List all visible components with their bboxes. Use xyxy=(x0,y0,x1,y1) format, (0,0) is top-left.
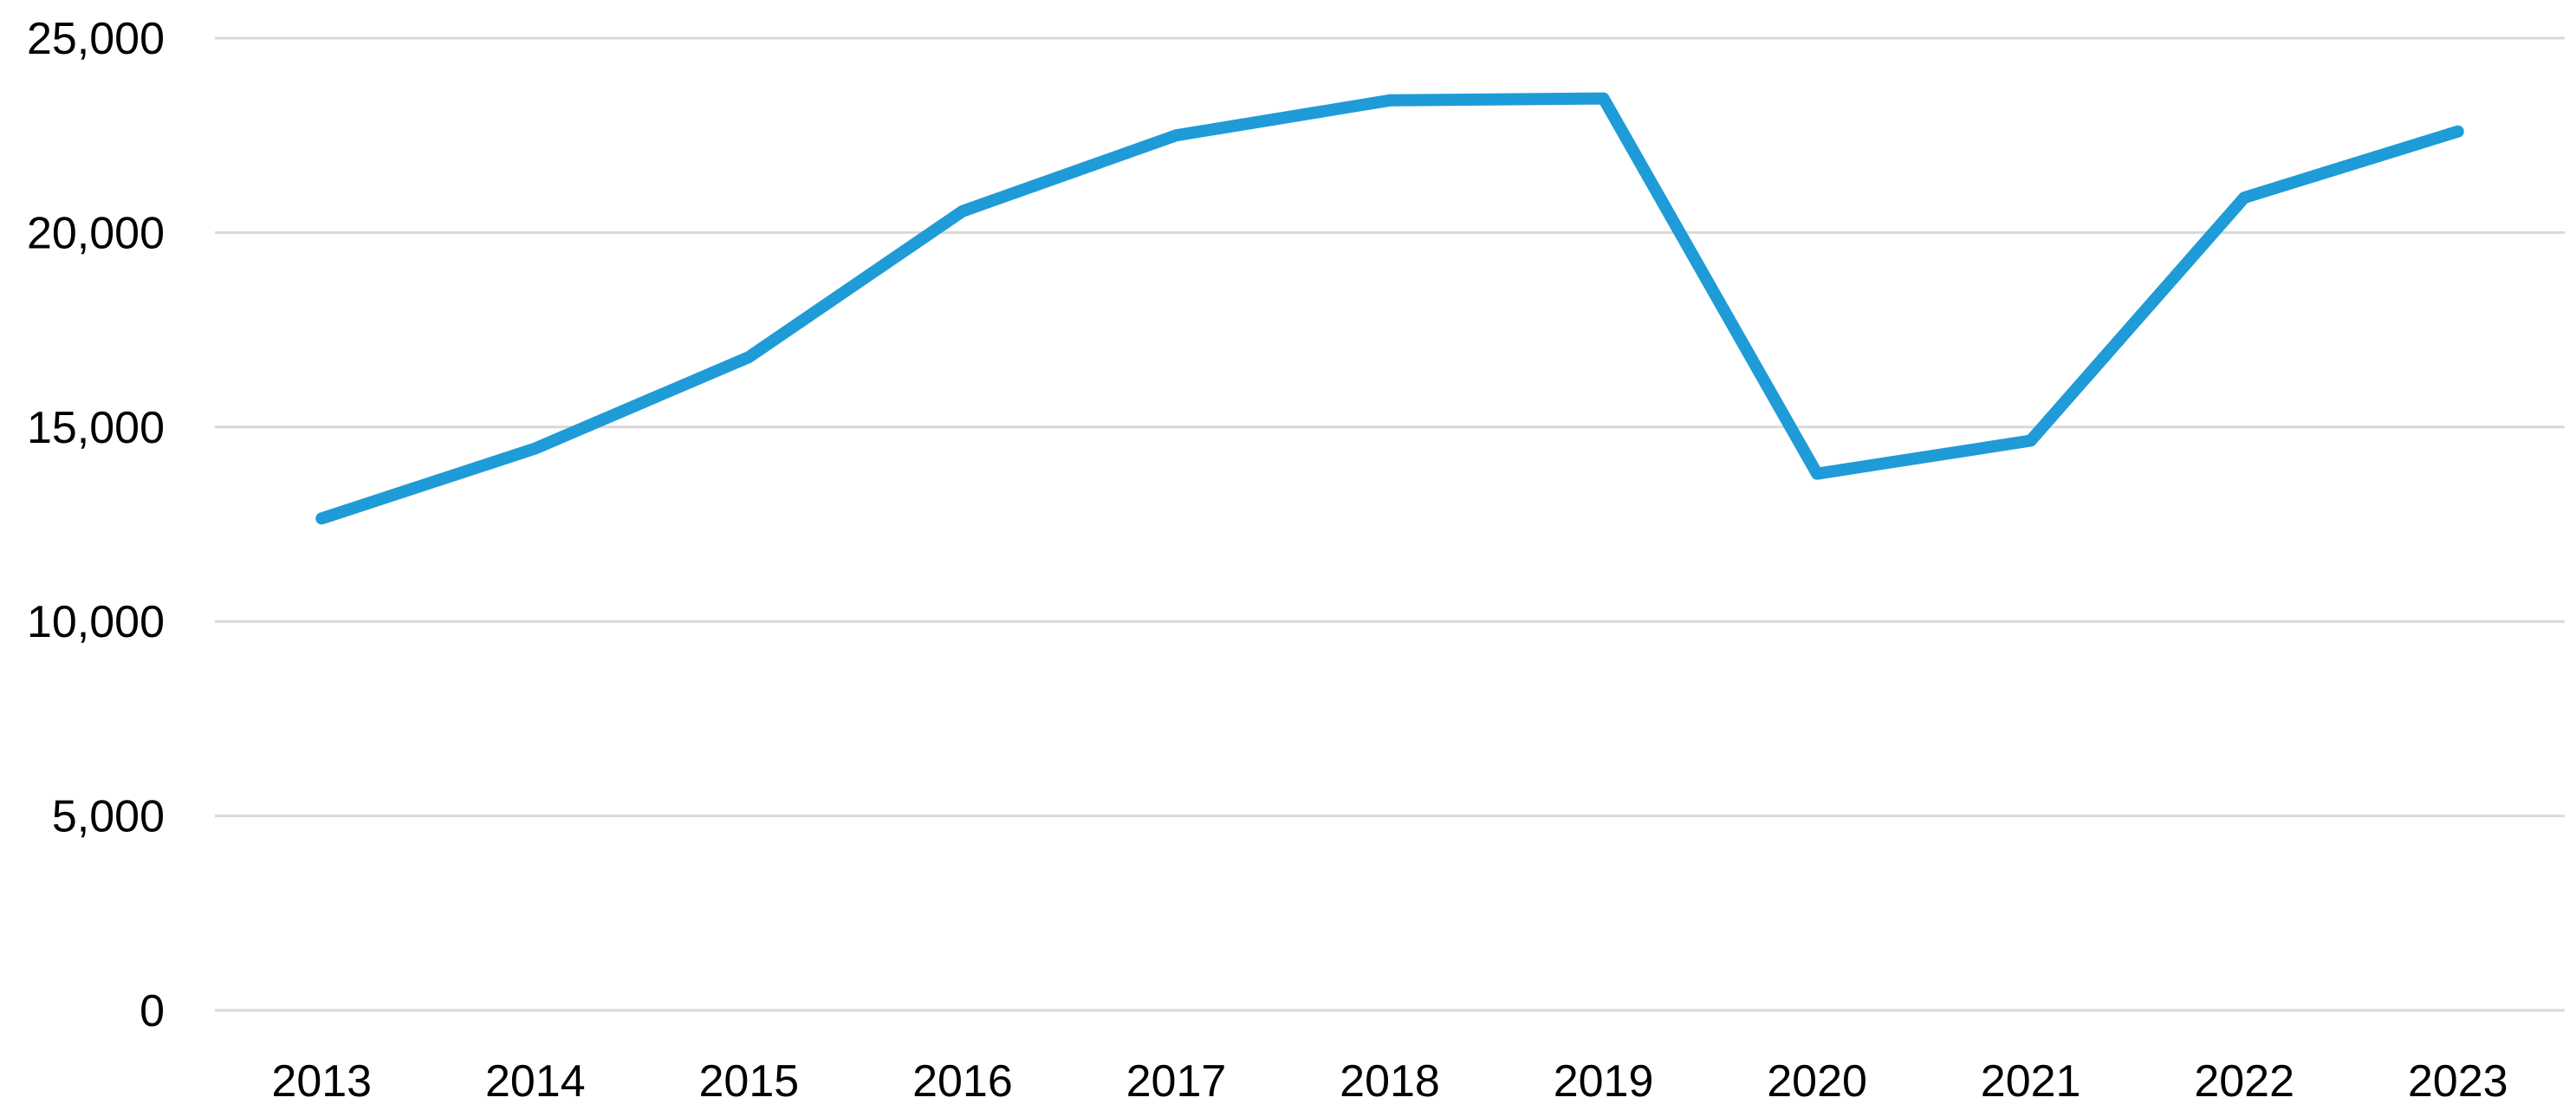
x-tick-label: 2014 xyxy=(485,1056,586,1107)
x-tick-label: 2017 xyxy=(1126,1056,1227,1107)
x-tick-label: 2015 xyxy=(699,1056,800,1107)
x-tick-label: 2023 xyxy=(2408,1056,2508,1107)
y-tick-label: 15,000 xyxy=(27,403,165,453)
y-tick-label: 25,000 xyxy=(27,14,165,64)
x-tick-label: 2021 xyxy=(1981,1056,2081,1107)
y-tick-label: 5,000 xyxy=(52,792,165,842)
x-tick-label: 2022 xyxy=(2194,1056,2294,1107)
x-tick-label: 2018 xyxy=(1340,1056,1440,1107)
y-tick-label: 0 xyxy=(140,986,165,1036)
x-axis-tick-labels: 2013 2014 2015 2016 2017 2018 2019 2020 2021 2022… xyxy=(271,1056,2508,1107)
x-tick-label: 2016 xyxy=(912,1056,1013,1107)
y-tick-label: 10,000 xyxy=(27,597,165,647)
x-tick-label: 2013 xyxy=(271,1056,372,1107)
series-line xyxy=(315,92,2464,525)
y-axis-tick-labels: 0 5,000 10,000 15,000 20,000 25,000 xyxy=(27,14,165,1036)
x-tick-label: 2020 xyxy=(1767,1056,1867,1107)
gridlines xyxy=(215,36,2565,1012)
y-tick-label: 20,000 xyxy=(27,208,165,258)
x-tick-label: 2019 xyxy=(1554,1056,1654,1107)
